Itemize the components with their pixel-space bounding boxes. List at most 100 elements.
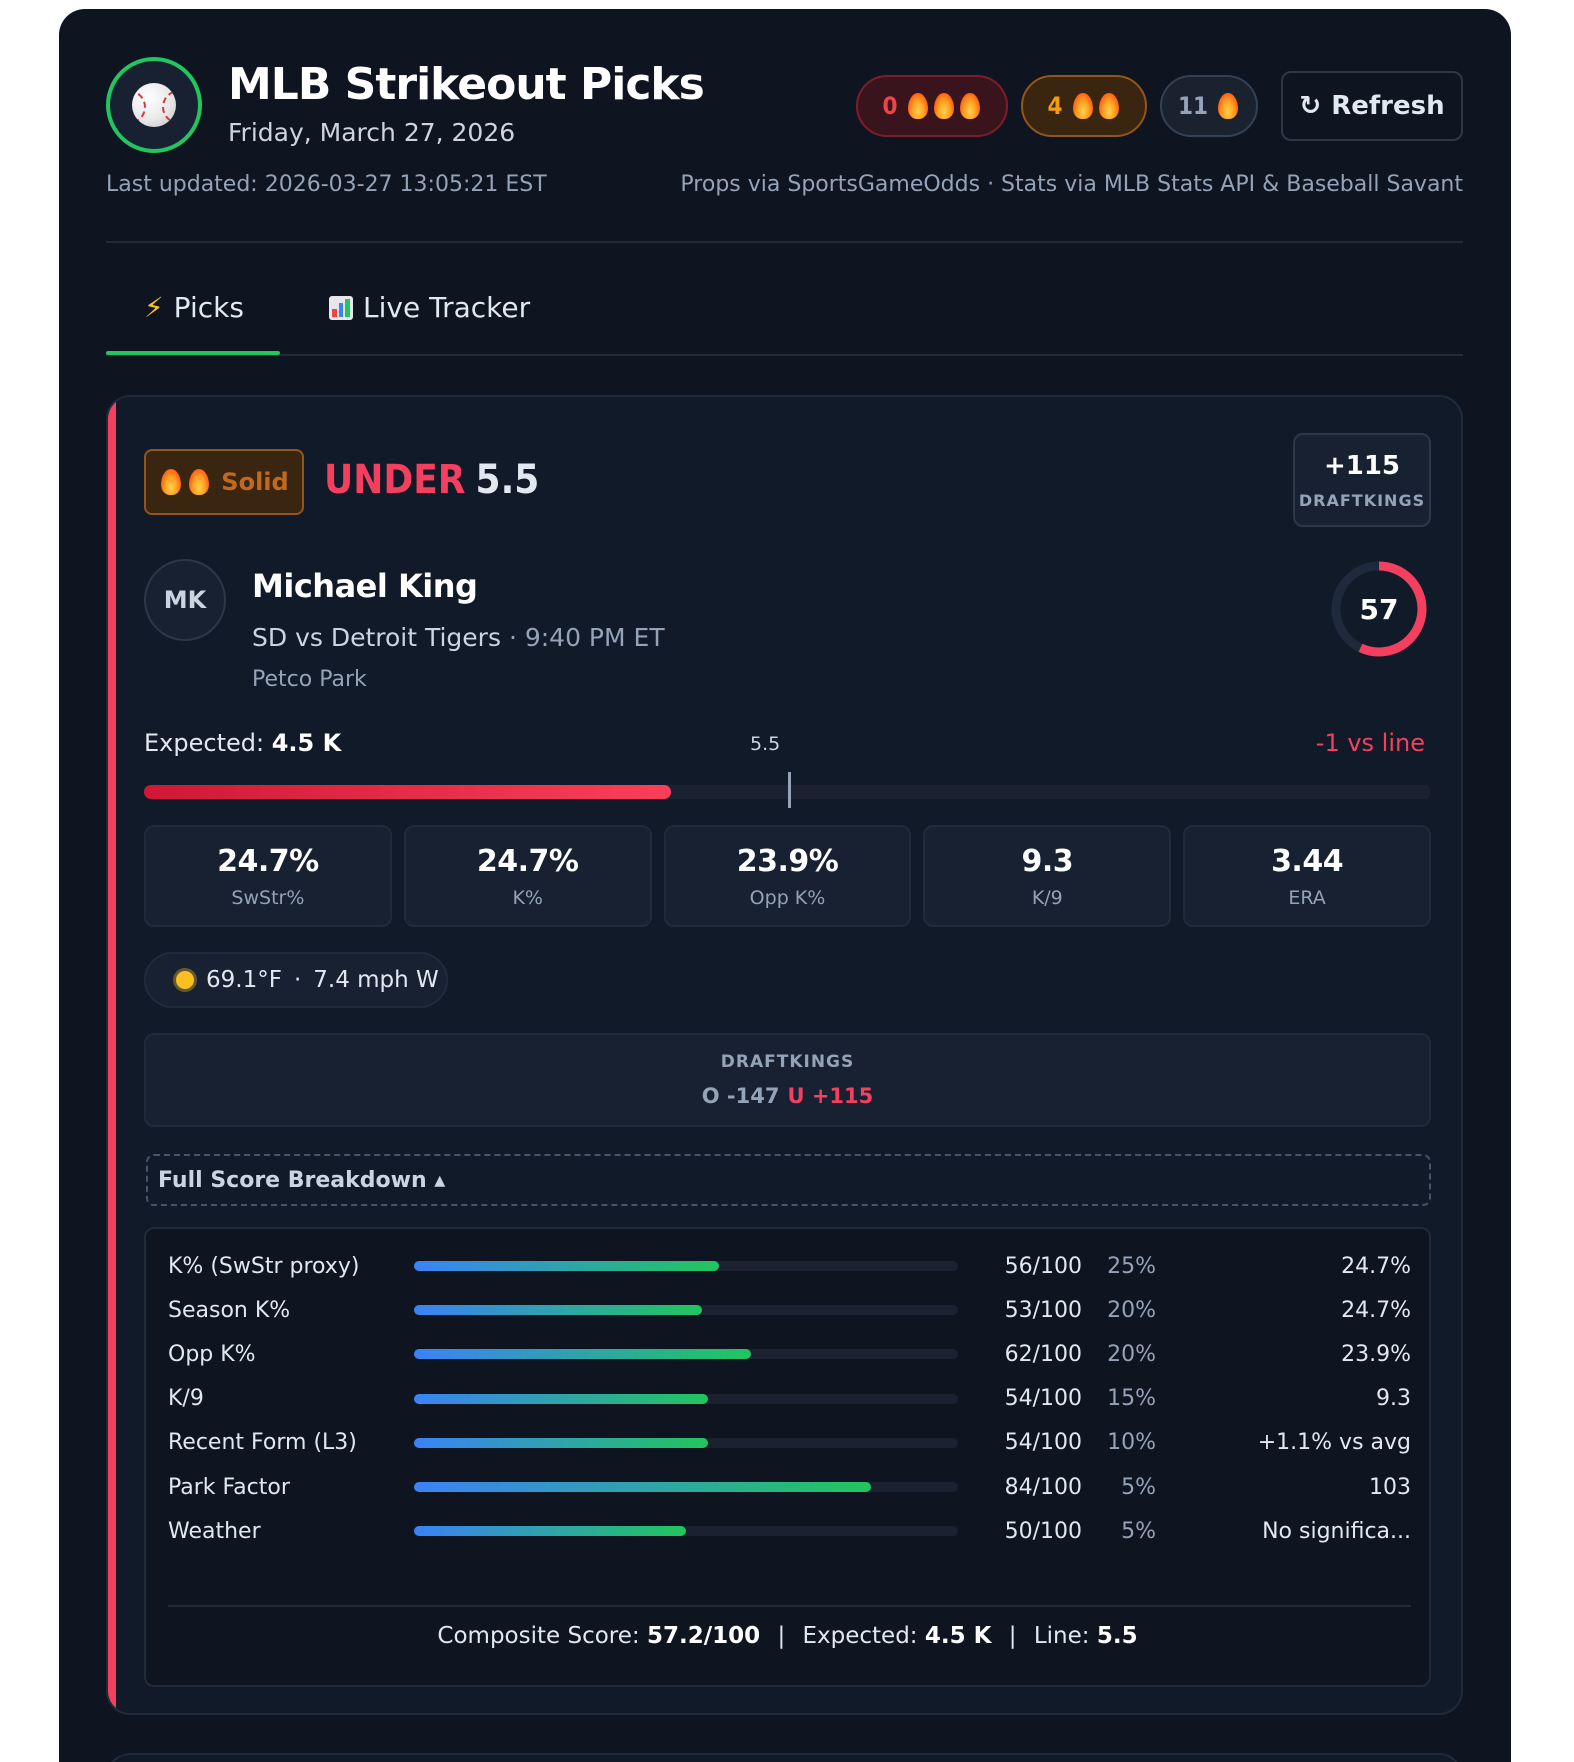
factor-label: Opp K% — [168, 1341, 256, 1367]
stat-value: 23.9% — [736, 843, 839, 879]
expected-label-text: Expected: — [144, 729, 265, 757]
summary-expected-label: Expected: — [802, 1623, 918, 1649]
weather-temp: 69.1°F — [206, 967, 282, 993]
breakdown-row: Opp K% 62/100 20% 23.9% — [168, 1339, 1411, 1369]
factor-score: 54/100 — [1004, 1430, 1082, 1456]
weather-wind: 7.4 mph W — [313, 967, 439, 993]
flame-icon — [1098, 93, 1119, 119]
sportsbook-box: DRAFTKINGS O -147 U +115 — [144, 1033, 1431, 1127]
sun-icon — [176, 971, 194, 989]
factor-score: 84/100 — [1004, 1474, 1082, 1500]
factor-weight: 5% — [1121, 1474, 1156, 1500]
sportsbook-lines: O -147 U +115 — [702, 1084, 874, 1108]
stat-value: 24.7% — [217, 843, 319, 879]
stat-card: 23.9% Opp K% — [663, 825, 912, 927]
score-value: 57 — [1359, 592, 1399, 626]
flame-icon — [1072, 93, 1093, 119]
matchup: SD vs Detroit Tigers · 9:40 PM ET — [252, 623, 665, 652]
factor-score: 62/100 — [1004, 1341, 1082, 1367]
factor-bar — [414, 1393, 958, 1404]
refresh-button[interactable]: ↻ Refresh — [1281, 71, 1463, 141]
chart-icon — [329, 295, 353, 320]
summary-line-label: Line: — [1033, 1623, 1090, 1649]
breakdown-divider — [168, 1605, 1411, 1607]
breakdown-toggle[interactable]: Full Score Breakdown ▴ — [146, 1154, 1431, 1206]
stat-label: Opp K% — [749, 886, 826, 909]
stat-value: 3.44 — [1271, 843, 1344, 879]
factor-value: 9.3 — [1376, 1386, 1411, 1412]
next-pick-card — [106, 1753, 1463, 1762]
score-ring — [1331, 561, 1427, 657]
data-sources: Props via SportsGameOdds · Stats via MLB… — [680, 172, 1463, 197]
over-odds: O -147 — [701, 1084, 780, 1108]
breakdown-row: Recent Form (L3) 54/100 10% +1.1% vs avg — [168, 1428, 1411, 1458]
factor-value: 103 — [1369, 1474, 1411, 1500]
tab-label: Picks — [173, 291, 244, 324]
count-pill-1-flame[interactable]: 11 — [1160, 75, 1258, 137]
flame-icon — [161, 469, 182, 495]
factor-value: +1.1% vs avg — [1257, 1430, 1411, 1456]
active-tab-indicator — [106, 351, 280, 355]
count-pill-3-flame[interactable]: 0 — [856, 75, 1008, 137]
vs-line: -1 vs line — [1315, 729, 1425, 757]
breakdown-row: Weather 50/100 5% No significa... — [168, 1516, 1411, 1546]
pitcher-name: Michael King — [252, 567, 478, 605]
pick-line: 5.5 — [475, 457, 540, 503]
avatar: MK — [144, 559, 226, 641]
factor-bar-fill — [414, 1393, 708, 1404]
odds-book: DRAFTKINGS — [1298, 490, 1426, 510]
factor-bar-fill — [414, 1482, 871, 1492]
odds-value: +115 — [1323, 450, 1401, 481]
breakdown-row: K/9 54/100 15% 9.3 — [168, 1384, 1411, 1414]
summary-sep: | — [1008, 1623, 1017, 1649]
under-odds: U +115 — [787, 1084, 874, 1108]
tier-badge: Solid — [144, 449, 304, 515]
stat-label: K/9 — [1031, 886, 1063, 909]
breakdown-row: K% (SwStr proxy) 56/100 25% 24.7% — [168, 1251, 1411, 1281]
factor-weight: 15% — [1107, 1386, 1156, 1412]
stat-label: K% — [512, 886, 543, 909]
factor-bar — [414, 1482, 958, 1492]
venue: Petco Park — [252, 667, 367, 692]
flame-icon — [189, 469, 210, 495]
factor-label: Park Factor — [168, 1474, 290, 1500]
tab-divider — [106, 354, 1463, 356]
factor-label: K% (SwStr proxy) — [168, 1253, 360, 1279]
factor-bar — [414, 1305, 958, 1316]
sportsbook-name: DRAFTKINGS — [720, 1052, 855, 1072]
flame-icon — [1218, 93, 1239, 119]
matchup-teams: SD vs Detroit Tigers — [252, 623, 501, 652]
tab-picks[interactable]: ⚡ Picks — [144, 291, 244, 324]
pick-direction: UNDER 5.5 — [324, 457, 539, 503]
count-value: 4 — [1047, 92, 1063, 120]
line-tick-label: 5.5 — [750, 733, 781, 755]
tab-live-tracker[interactable]: Live Tracker — [329, 291, 530, 324]
refresh-label: Refresh — [1331, 91, 1445, 121]
factor-label: Season K% — [168, 1297, 291, 1323]
factor-weight: 25% — [1107, 1253, 1156, 1279]
stat-card: 24.7% K% — [403, 825, 652, 927]
stat-label: SwStr% — [231, 886, 305, 909]
summary-sep: | — [777, 1623, 786, 1649]
factor-bar-fill — [414, 1349, 752, 1360]
flame-icon — [933, 93, 954, 119]
page-date: Friday, March 27, 2026 — [228, 118, 516, 147]
direction-label: UNDER — [324, 457, 466, 503]
factor-value: 24.7% — [1341, 1253, 1411, 1279]
line-marker — [787, 772, 791, 808]
factor-weight: 20% — [1107, 1341, 1156, 1367]
factor-bar — [414, 1349, 958, 1360]
refresh-icon: ↻ — [1299, 91, 1322, 121]
factor-label: Weather — [168, 1518, 261, 1544]
factor-label: Recent Form (L3) — [168, 1430, 357, 1456]
card-accent — [108, 397, 116, 1713]
count-value: 0 — [882, 92, 898, 120]
stat-card: 9.3 K/9 — [923, 825, 1172, 927]
factor-bar-fill — [414, 1437, 708, 1448]
breakdown-row: Season K% 53/100 20% 24.7% — [168, 1295, 1411, 1325]
count-pill-2-flame[interactable]: 4 — [1021, 75, 1147, 137]
tab-label: Live Tracker — [363, 291, 531, 324]
factor-score: 56/100 — [1004, 1253, 1082, 1279]
last-updated: Last updated: 2026-03-27 13:05:21 EST — [106, 172, 547, 197]
flame-icon — [907, 93, 928, 119]
